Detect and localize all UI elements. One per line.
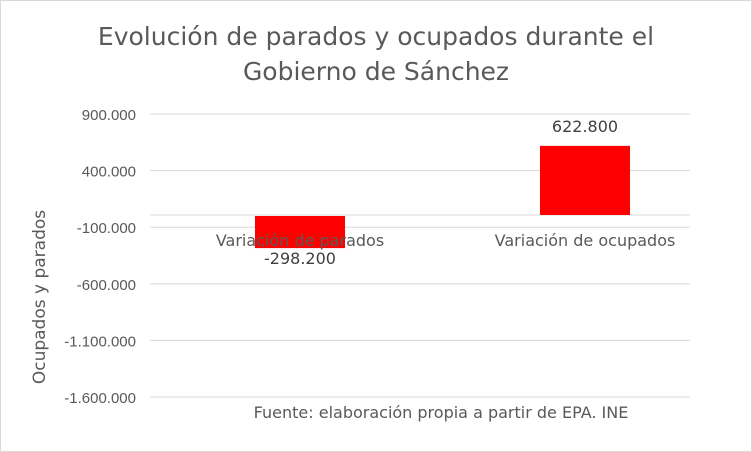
chart-title-line-2: Gobierno de Sánchez — [242, 57, 510, 86]
category-label: Variación de ocupados — [495, 231, 676, 250]
y-axis-label: Ocupados y parados — [30, 209, 50, 385]
data-label: -298.200 — [264, 249, 336, 268]
bar — [255, 216, 345, 249]
category-label: Variación de parados — [216, 231, 384, 250]
y-tick-label: -100.000 — [77, 220, 136, 237]
data-label: 622.800 — [552, 117, 618, 136]
y-tick-label: -1.100.000 — [64, 333, 136, 350]
y-tick-label: 400.000 — [82, 164, 136, 181]
bar — [540, 145, 630, 215]
y-tick-label: -600.000 — [77, 277, 136, 294]
chart-title-line-1: Evolución de parados y ocupados durante … — [97, 22, 655, 51]
y-tick-label: 900.000 — [82, 107, 136, 124]
source-annotation: Fuente: elaboración propia a partir de E… — [253, 403, 629, 422]
y-tick-label: -1.600.000 — [64, 390, 136, 407]
